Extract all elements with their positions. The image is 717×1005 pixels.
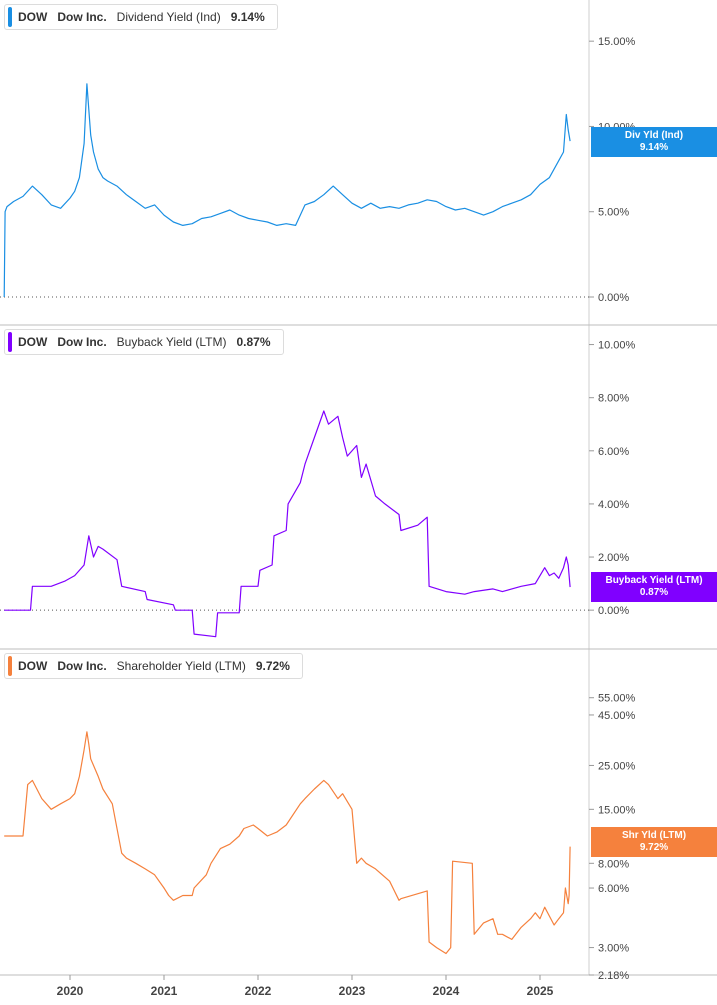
x-tick-label: 2021: [151, 984, 178, 998]
y-tick-label: 3.00%: [598, 943, 629, 955]
y-tick-label: 25.00%: [598, 760, 636, 772]
legend-value: 0.87%: [236, 335, 271, 349]
x-tick-label: 2023: [339, 984, 366, 998]
legend-value: 9.14%: [230, 10, 265, 24]
legend-ticker: DOW: [18, 659, 48, 673]
series-line: [4, 731, 571, 955]
panel-legend-shareholder: DOW Dow Inc. Shareholder Yield (LTM) 9.7…: [4, 653, 303, 679]
y-tick-label: 8.00%: [598, 858, 629, 870]
x-tick-label: 2020: [57, 984, 84, 998]
current-value-badge-dividend: Div Yld (Ind) 9.14%: [591, 127, 717, 157]
legend-ticker: DOW: [18, 10, 48, 24]
y-tick-label: 45.00%: [598, 710, 636, 722]
legend-swatch-buyback: [8, 332, 12, 352]
badge-label: Shr Yld (LTM): [621, 830, 687, 841]
legend-swatch-dividend: [8, 7, 12, 27]
y-tick-label: 10.00%: [598, 340, 636, 352]
panel-legend-buyback: DOW Dow Inc. Buyback Yield (LTM) 0.87%: [4, 329, 284, 355]
y-tick-label: 15.00%: [598, 804, 636, 816]
series-line: [3, 83, 571, 298]
legend-metric: Buyback Yield (LTM): [116, 335, 227, 349]
badge-value: 0.87%: [639, 587, 669, 598]
legend-ticker: DOW: [18, 335, 48, 349]
current-value-badge-shareholder: Shr Yld (LTM) 9.72%: [591, 827, 717, 857]
legend-company: Dow Inc.: [57, 335, 107, 349]
x-tick-label: 2024: [433, 984, 460, 998]
badge-value: 9.14%: [639, 142, 669, 153]
y-tick-label: 55.00%: [598, 693, 636, 705]
y-tick-label: 2.00%: [598, 552, 629, 564]
y-tick-label: 6.00%: [598, 446, 629, 458]
y-tick-label: 4.00%: [598, 499, 629, 511]
y-tick-label: 15.00%: [598, 36, 636, 48]
panel-legend-dividend: DOW Dow Inc. Dividend Yield (Ind) 9.14%: [4, 4, 278, 30]
current-value-badge-buyback: Buyback Yield (LTM) 0.87%: [591, 572, 717, 602]
legend-swatch-shareholder: [8, 656, 12, 676]
y-tick-label: 0.00%: [598, 605, 629, 617]
y-tick-label: 6.00%: [598, 883, 629, 895]
legend-company: Dow Inc.: [57, 10, 107, 24]
y-tick-label: 0.00%: [598, 292, 629, 304]
y-tick-label: 8.00%: [598, 393, 629, 405]
x-tick-label: 2025: [527, 984, 554, 998]
legend-metric: Dividend Yield (Ind): [116, 10, 221, 24]
legend-value: 9.72%: [255, 659, 290, 673]
y-tick-label: 2.18%: [598, 970, 629, 982]
y-tick-label: 5.00%: [598, 207, 629, 219]
badge-label: Div Yld (Ind): [624, 130, 684, 141]
x-tick-label: 2022: [245, 984, 272, 998]
badge-label: Buyback Yield (LTM): [605, 575, 703, 586]
legend-company: Dow Inc.: [57, 659, 107, 673]
legend-metric: Shareholder Yield (LTM): [116, 659, 246, 673]
badge-value: 9.72%: [639, 842, 669, 853]
series-line: [4, 410, 571, 638]
